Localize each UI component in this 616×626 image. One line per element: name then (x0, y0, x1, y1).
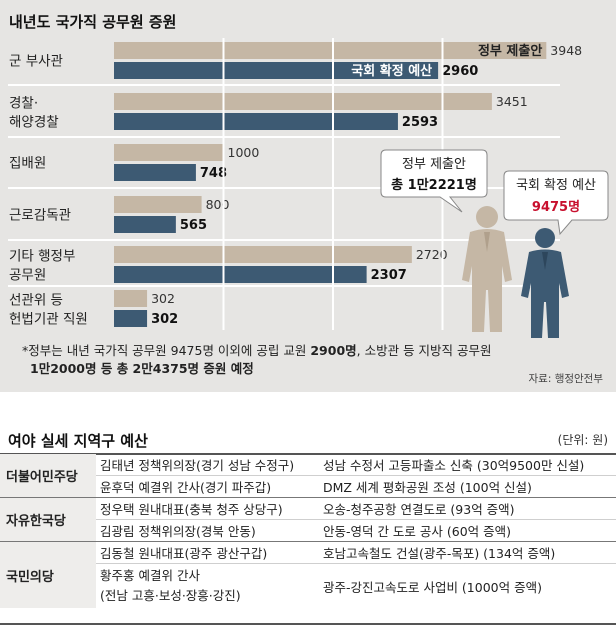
project-cell: 호남고속철도 건설(광주-목포) (134억 증액) (318, 541, 616, 564)
project-cell: DMZ 세계 평화공원 조성 (100억 신설) (318, 475, 616, 498)
grid-layer (8, 84, 560, 287)
callout-assembly-total: 9475명 (532, 199, 580, 215)
value-label-assembly: 2960 (442, 64, 478, 79)
callout-government-total: 총 1만2221명 (391, 177, 477, 193)
bar-assembly (114, 310, 148, 327)
bar-assembly (114, 113, 398, 130)
bar-assembly (114, 62, 439, 79)
value-label-assembly: 748 (200, 166, 227, 181)
budget-table: 더불어민주당 김태년 정책위의장(경기 성남 수정구) 성남 수정서 고등파출소 신… (0, 454, 616, 608)
bar-assembly (114, 216, 176, 233)
bar-government (114, 246, 412, 263)
chart-title: 내년도 국가직 공무원 증원 (9, 13, 176, 31)
callout-assembly-label: 국회 확정 예산 (516, 178, 596, 193)
person-assembly-icon (521, 228, 569, 338)
person-line: 정우택 원내대표(충북 청주 상당구) (100, 502, 283, 517)
footnote-segment: 2900명 (310, 343, 356, 358)
category-label: 집배원 (9, 156, 46, 172)
person-cell: 김태년 정책위의장(경기 성남 수정구) (96, 454, 319, 476)
legend-government: 정부 제출안 (478, 43, 542, 59)
bar-government (114, 42, 547, 59)
table-row: 국민의당 김동철 원내대표(광주 광산구갑) 호남고속철도 건설(광주-목포) (1… (0, 541, 616, 608)
source-note: 자료: 행정안전부 (529, 373, 604, 385)
table-row: 윤후덕 예결위 간사(경기 파주갑) DMZ 세계 평화공원 조성 (100억 신… (0, 475, 616, 498)
person-cell: 윤후덕 예결위 간사(경기 파주갑) (96, 475, 319, 498)
bar-government (114, 93, 492, 110)
person-line: 김동철 원내대표(광주 광산구갑) (100, 546, 268, 561)
project-cell: 오송-청주공항 연결도로 (93억 증액) (318, 497, 616, 520)
person-line: 윤후덕 예결위 간사(경기 파주갑) (100, 480, 272, 495)
person-line: (전남 고흥·보성·장흥·강진) (100, 588, 241, 603)
legend-assembly: 국회 확정 예산 (351, 63, 432, 79)
value-label-government: 3948 (550, 43, 582, 58)
footnote-segment: 1만2000명 등 총 2만4375명 증원 예정 (30, 361, 254, 376)
person-government-icon (462, 206, 512, 332)
value-label-assembly: 2593 (402, 115, 438, 130)
value-label-assembly: 302 (151, 312, 178, 327)
table-row: 더불어민주당 김태년 정책위의장(경기 성남 수정구) 성남 수정서 고등파출소 신… (0, 454, 616, 498)
person-line: 김광림 정책위의장(경북 안동) (100, 524, 256, 539)
table-row: 자유한국당 정우택 원내대표(충북 청주 상당구) 오송-청주공항 연결도로 (93… (0, 497, 616, 542)
person-cell: 김동철 원내대표(광주 광산구갑) (96, 541, 319, 564)
bar-assembly (114, 164, 196, 181)
category-label: 해양경찰 (9, 115, 59, 131)
bar-assembly (114, 266, 367, 283)
callout-assembly: 국회 확정 예산 9475명 (503, 170, 609, 236)
person-line: 김태년 정책위의장(경기 성남 수정구) (100, 458, 295, 473)
footnote-segment: , 소방관 등 지방직 공무원 (357, 343, 492, 358)
value-label-government: 800 (206, 197, 230, 212)
category-label: 선관위 등 (9, 293, 63, 309)
party-cell: 자유한국당 (0, 497, 96, 542)
category-label: 공무원 (9, 268, 46, 284)
table-row: 김광림 정책위의장(경북 안동) 안동-영덕 간 도로 공사 (60억 증액) (0, 519, 616, 542)
project-cell: 안동-영덕 간 도로 공사 (60억 증액) (318, 519, 616, 542)
budget-table-panel: 여야 실세 지역구 예산 (단위: 원) 더불어민주당 김태년 정책위의장(경기 … (0, 410, 616, 626)
callout-government: 정부 제출안 총 1만2221명 (380, 149, 488, 213)
chart-panel: 내년도 국가직 공무원 증원 군 부사관 3948 2960 경찰· 해양경찰 3451 2… (0, 0, 616, 392)
bar-government (114, 144, 224, 161)
bar-government (114, 290, 148, 307)
project-cell: 성남 수정서 고등파출소 신축 (30억9500만 신설) (322, 458, 585, 473)
value-label-government: 2720 (416, 247, 448, 262)
footnote-line1: *정부는 내년 국가직 공무원 9475명 이외에 공립 교원 2900명, 소… (22, 343, 492, 358)
category-label: 군 부사관 (9, 54, 63, 70)
table-unit: (단위: 원) (557, 433, 608, 447)
people-illustration: 정부 제출안 총 1만2221명 국회 확정 예산 9475명 (380, 149, 609, 338)
chart-svg: 내년도 국가직 공무원 증원 군 부사관 3948 2960 경찰· 해양경찰 3451 2… (8, 13, 609, 385)
person-cell: 정우택 원내대표(충북 청주 상당구) (96, 497, 319, 520)
value-label-government: 302 (151, 291, 175, 306)
bar-government (114, 196, 202, 213)
category-label: 경찰· (9, 96, 38, 112)
category-label: 근로감독관 (9, 208, 71, 224)
person-line: 황주홍 예결위 간사 (100, 568, 200, 583)
table-bottom-rule (0, 623, 616, 625)
category-label: 헌법기관 직원 (9, 312, 88, 328)
value-label-government: 3451 (496, 94, 528, 109)
party-cell: 국민의당 (0, 541, 96, 608)
project-cell: 광주-강진고속도로 사업비 (1000억 증액) (318, 563, 616, 608)
value-label-assembly: 2307 (371, 268, 407, 283)
table-title: 여야 실세 지역구 예산 (8, 432, 148, 450)
party-cell: 더불어민주당 (0, 454, 96, 498)
table-row: 황주홍 예결위 간사 (전남 고흥·보성·장흥·강진) 광주-강진고속도로 사업비 … (0, 563, 616, 608)
footnote-line2: 1만2000명 등 총 2만4375명 증원 예정 (30, 361, 254, 376)
person-cell: 황주홍 예결위 간사 (전남 고흥·보성·장흥·강진) (96, 563, 319, 608)
category-label: 기타 행정부 (9, 249, 75, 265)
callout-government-label: 정부 제출안 (402, 157, 466, 172)
table-top-rule (0, 453, 616, 455)
footnote-segment: *정부는 내년 국가직 공무원 9475명 이외에 공립 교원 (22, 343, 310, 358)
value-label-government: 1000 (228, 145, 260, 160)
value-label-assembly: 565 (180, 218, 207, 233)
person-cell: 김광림 정책위의장(경북 안동) (96, 519, 319, 542)
